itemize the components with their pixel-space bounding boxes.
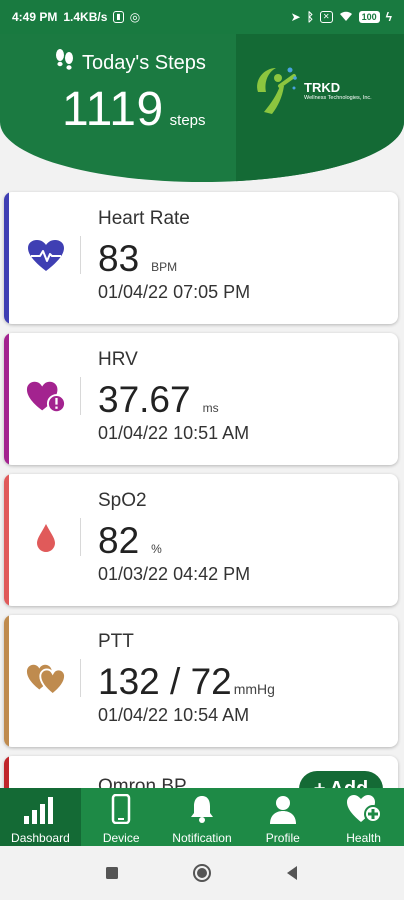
company-logo: TRKD Wellness Technologies, Inc. <box>250 62 372 118</box>
ptt-card[interactable]: PTT 132 / 72 mmHg 01/04/22 10:54 AM <box>4 615 398 747</box>
card-accent <box>4 756 9 796</box>
spo2-card[interactable]: SpO2 82 % 01/03/22 04:42 PM <box>4 474 398 606</box>
logo-figure-icon <box>257 67 297 114</box>
logo-subtitle: Wellness Technologies, Inc. <box>304 94 372 101</box>
steps-title: Today's Steps <box>54 48 206 78</box>
header-logo-panel <box>236 34 404 182</box>
bell-icon <box>189 794 215 827</box>
card-accent <box>4 615 9 747</box>
nav-label: Device <box>102 831 140 845</box>
nav-label: Dashboard <box>11 831 70 845</box>
status-time: 4:49 PM <box>12 10 58 24</box>
card-divider <box>80 377 81 415</box>
hrv-card[interactable]: HRV 37.67 ms 01/04/22 10:51 AM <box>4 333 398 465</box>
card-value: 82 <box>98 520 140 561</box>
bluetooth-icon: ᛒ <box>306 10 314 24</box>
nav-label: Health <box>346 831 381 845</box>
card-value: 132 / 72 <box>98 661 232 702</box>
heart-alert-icon <box>26 379 66 415</box>
nav-notification[interactable]: Notification <box>162 788 243 846</box>
nav-label: Profile <box>265 831 300 845</box>
nav-dashboard[interactable]: Dashboard <box>0 788 81 846</box>
card-label: PTT <box>98 631 134 652</box>
back-triangle-icon <box>287 866 297 880</box>
card-value: 37.67 <box>98 379 191 420</box>
circle-app-icon: ◎ <box>129 10 141 24</box>
home-circle-icon <box>193 864 211 882</box>
recents-button[interactable] <box>102 863 122 883</box>
card-unit: % <box>151 542 162 556</box>
footsteps-icon <box>54 48 76 78</box>
card-timestamp: 01/04/22 07:05 PM <box>98 282 251 302</box>
card-timestamp: 01/04/22 10:51 AM <box>98 423 250 443</box>
square-icon <box>106 867 118 879</box>
location-icon: ➤ <box>290 10 301 24</box>
card-divider <box>80 236 81 274</box>
card-unit: mmHg <box>233 681 275 697</box>
card-timestamp: 01/04/22 10:54 AM <box>98 705 250 725</box>
nav-health[interactable]: Health <box>323 788 404 846</box>
card-divider <box>80 518 81 556</box>
card-accent <box>4 474 9 606</box>
wifi-icon <box>339 11 353 24</box>
battery-icon: 100 <box>358 11 380 23</box>
steps-value: 1119 <box>62 83 164 136</box>
card-reading: 83 BPM <box>98 238 177 280</box>
card-unit: ms <box>202 401 219 415</box>
card-label: Heart Rate <box>98 208 190 229</box>
nav-device[interactable]: Device <box>81 788 162 846</box>
card-reading: 132 / 72 mmHg <box>98 661 275 703</box>
sim-icon: ✕ <box>319 11 333 23</box>
blood-drop-icon <box>26 520 66 556</box>
status-bar: 4:49 PM 1.4KB/s ▮ ◎ ➤ ᛒ ✕ 100 ϟ <box>0 0 404 34</box>
bottom-navigation: Dashboard Device Notification <box>0 788 404 846</box>
heart-plus-icon <box>346 794 382 827</box>
steps-unit: steps <box>169 112 206 129</box>
card-reading: 37.67 ms <box>98 379 219 421</box>
double-heart-icon <box>26 661 66 697</box>
heart-pulse-icon <box>26 238 66 274</box>
card-accent <box>4 192 9 324</box>
steps-header: Today's Steps 1119 steps TRKD Wellness T… <box>0 34 404 182</box>
logo-name: TRKD <box>304 79 341 95</box>
steps-count: 1119 steps <box>62 82 206 137</box>
card-unit: BPM <box>151 260 178 274</box>
home-button[interactable] <box>192 863 212 883</box>
back-button[interactable] <box>282 863 302 883</box>
heart-rate-card[interactable]: Heart Rate 83 BPM 01/04/22 07:05 PM <box>4 192 398 324</box>
bar-chart-icon <box>22 794 58 827</box>
logo-text: TRKD Wellness Technologies, Inc. <box>304 80 372 101</box>
phone-icon <box>111 793 131 827</box>
person-icon <box>268 794 298 827</box>
system-navigation-bar <box>0 846 404 900</box>
card-timestamp: 01/03/22 04:42 PM <box>98 564 251 584</box>
notification-app-icon: ▮ <box>113 11 124 23</box>
card-accent <box>4 333 9 465</box>
nav-label: Notification <box>172 831 232 845</box>
card-reading: 82 % <box>98 520 162 562</box>
status-network-speed: 1.4KB/s <box>63 10 108 24</box>
card-label: HRV <box>98 349 138 370</box>
card-label: SpO2 <box>98 490 147 511</box>
card-divider <box>80 659 81 697</box>
nav-profile[interactable]: Profile <box>242 788 323 846</box>
steps-title-text: Today's Steps <box>82 51 206 74</box>
card-value: 83 <box>98 238 140 279</box>
charging-icon: ϟ <box>385 10 392 24</box>
